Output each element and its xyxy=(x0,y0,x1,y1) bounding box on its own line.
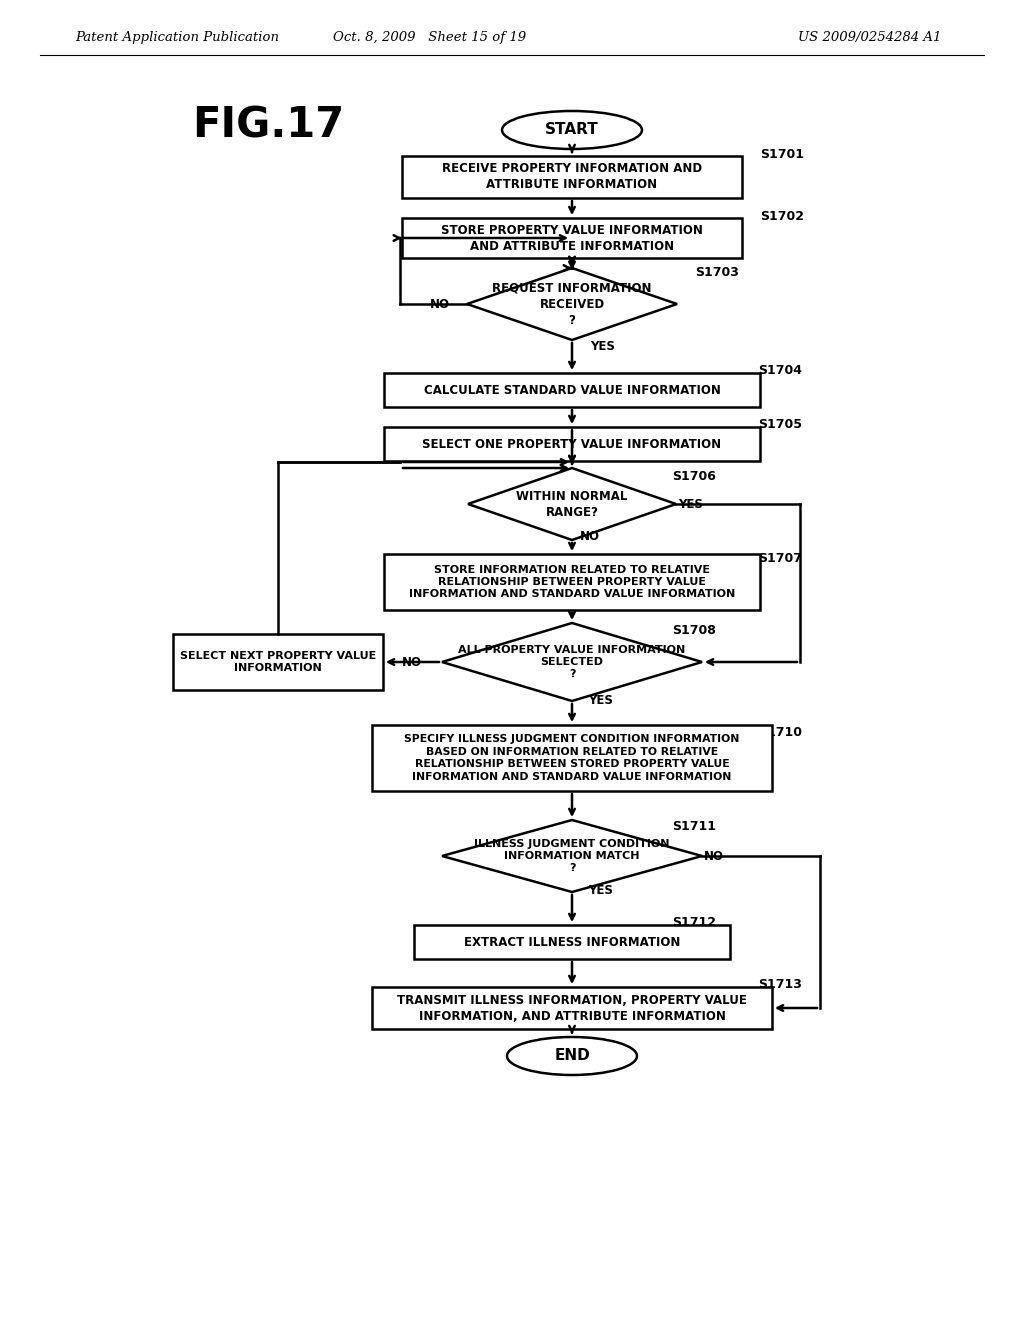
Bar xyxy=(384,426,760,461)
Text: EXTRACT ILLNESS INFORMATION: EXTRACT ILLNESS INFORMATION xyxy=(464,936,680,949)
Text: WITHIN NORMAL
RANGE?: WITHIN NORMAL RANGE? xyxy=(516,490,628,519)
Text: US 2009/0254284 A1: US 2009/0254284 A1 xyxy=(799,30,942,44)
Text: YES: YES xyxy=(678,498,702,511)
Text: S1712: S1712 xyxy=(672,916,716,928)
Text: YES: YES xyxy=(590,339,614,352)
Bar xyxy=(384,374,760,407)
Text: Oct. 8, 2009   Sheet 15 of 19: Oct. 8, 2009 Sheet 15 of 19 xyxy=(334,30,526,44)
Text: SPECIFY ILLNESS JUDGMENT CONDITION INFORMATION
BASED ON INFORMATION RELATED TO R: SPECIFY ILLNESS JUDGMENT CONDITION INFOR… xyxy=(404,734,739,781)
Bar xyxy=(402,218,742,257)
Text: SELECT NEXT PROPERTY VALUE
INFORMATION: SELECT NEXT PROPERTY VALUE INFORMATION xyxy=(180,651,376,673)
Text: S1707: S1707 xyxy=(758,552,802,565)
Polygon shape xyxy=(442,623,702,701)
Text: SELECT ONE PROPERTY VALUE INFORMATION: SELECT ONE PROPERTY VALUE INFORMATION xyxy=(423,437,722,450)
Text: S1710: S1710 xyxy=(758,726,802,738)
Text: S1704: S1704 xyxy=(758,363,802,376)
Text: START: START xyxy=(545,123,599,137)
Text: S1711: S1711 xyxy=(672,821,716,833)
Polygon shape xyxy=(467,268,677,341)
Text: S1701: S1701 xyxy=(760,148,804,161)
Bar xyxy=(173,634,383,690)
Text: REQUEST INFORMATION
RECEIVED
?: REQUEST INFORMATION RECEIVED ? xyxy=(493,281,651,326)
Text: FIG.17: FIG.17 xyxy=(191,104,344,147)
Bar xyxy=(372,987,772,1030)
Text: S1702: S1702 xyxy=(760,210,804,223)
Bar xyxy=(372,725,772,791)
Text: ILLNESS JUDGMENT CONDITION
INFORMATION MATCH
?: ILLNESS JUDGMENT CONDITION INFORMATION M… xyxy=(474,838,670,874)
Text: Patent Application Publication: Patent Application Publication xyxy=(75,30,279,44)
Text: STORE PROPERTY VALUE INFORMATION
AND ATTRIBUTE INFORMATION: STORE PROPERTY VALUE INFORMATION AND ATT… xyxy=(441,223,702,252)
Text: NO: NO xyxy=(580,529,600,543)
Text: S1713: S1713 xyxy=(758,978,802,991)
Text: NO: NO xyxy=(705,850,724,862)
Text: S1708: S1708 xyxy=(672,623,716,636)
Bar xyxy=(414,925,730,960)
Text: NO: NO xyxy=(430,297,450,310)
Text: S1703: S1703 xyxy=(695,265,739,279)
Text: END: END xyxy=(554,1048,590,1064)
Text: YES: YES xyxy=(588,693,613,706)
Polygon shape xyxy=(442,820,702,892)
Text: S1705: S1705 xyxy=(758,418,802,432)
Ellipse shape xyxy=(502,111,642,149)
Text: NO: NO xyxy=(402,656,422,668)
Text: S1709: S1709 xyxy=(174,634,218,647)
Text: S1706: S1706 xyxy=(672,470,716,483)
Text: RECEIVE PROPERTY INFORMATION AND
ATTRIBUTE INFORMATION: RECEIVE PROPERTY INFORMATION AND ATTRIBU… xyxy=(442,162,702,191)
Polygon shape xyxy=(468,469,676,540)
Text: YES: YES xyxy=(588,883,613,896)
Text: STORE INFORMATION RELATED TO RELATIVE
RELATIONSHIP BETWEEN PROPERTY VALUE
INFORM: STORE INFORMATION RELATED TO RELATIVE RE… xyxy=(409,565,735,599)
Text: ALL PROPERTY VALUE INFORMATION
SELECTED
?: ALL PROPERTY VALUE INFORMATION SELECTED … xyxy=(459,644,686,680)
Text: CALCULATE STANDARD VALUE INFORMATION: CALCULATE STANDARD VALUE INFORMATION xyxy=(424,384,721,396)
Bar xyxy=(384,554,760,610)
Ellipse shape xyxy=(507,1038,637,1074)
Bar xyxy=(402,156,742,198)
Text: TRANSMIT ILLNESS INFORMATION, PROPERTY VALUE
INFORMATION, AND ATTRIBUTE INFORMAT: TRANSMIT ILLNESS INFORMATION, PROPERTY V… xyxy=(397,994,746,1023)
